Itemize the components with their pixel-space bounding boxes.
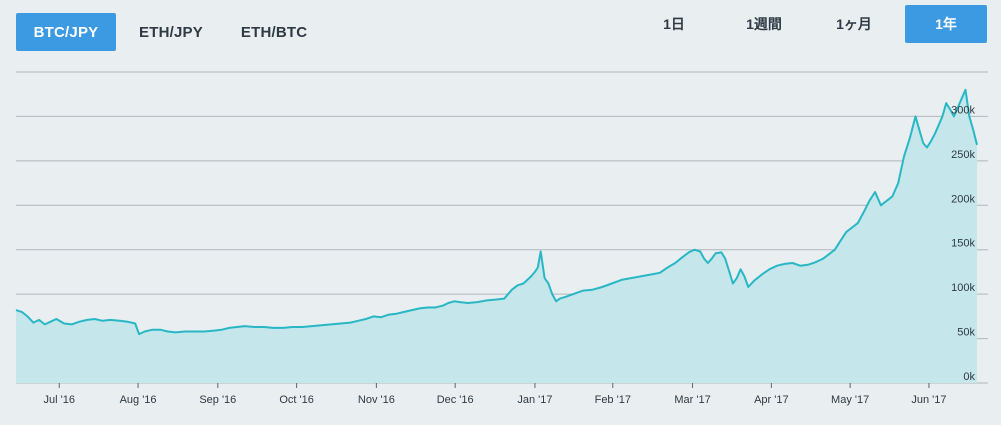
x-tick-label: Aug '16 <box>120 394 157 406</box>
y-tick-label: 250k <box>951 149 975 161</box>
x-tick-label: Nov '16 <box>358 394 395 406</box>
x-axis-ticks: Jul '16 Aug '16 Sep '16 Oct '16 Nov '16 Dec '… <box>44 383 947 406</box>
y-tick-label: 300k <box>951 104 975 116</box>
x-tick-label: Jan '17 <box>517 394 552 406</box>
price-area <box>16 89 977 384</box>
x-tick-label: May '17 <box>831 394 869 406</box>
y-axis-ticks: 0k 50k 100k 150k 200k 250k 300k <box>951 104 975 383</box>
pair-tabs: BTC/JPY ETH/JPY ETH/BTC <box>16 13 322 51</box>
pair-tab-eth-jpy[interactable]: ETH/JPY <box>139 23 203 41</box>
pair-tab-btc-jpy[interactable]: BTC/JPY <box>16 13 116 51</box>
x-tick-label: Feb '17 <box>595 394 631 406</box>
x-tick-label: Jul '16 <box>44 394 75 406</box>
range-tab-1w[interactable]: 1週間 <box>746 16 782 32</box>
y-tick-label: 100k <box>951 282 975 294</box>
x-tick-label: Oct '16 <box>279 394 314 406</box>
y-tick-label: 0k <box>963 371 975 383</box>
range-tab-1d[interactable]: 1日 <box>663 16 685 32</box>
price-line <box>15 88 978 336</box>
range-tab-1y[interactable]: 1年 <box>905 5 987 43</box>
x-tick-label: Mar '17 <box>674 394 710 406</box>
price-series-line <box>15 88 978 336</box>
range-tabs: 1日 1週間 1ヶ月 1年 <box>629 5 987 43</box>
x-tick-label: Dec '16 <box>437 394 474 406</box>
range-tab-1m[interactable]: 1ヶ月 <box>836 16 872 32</box>
x-tick-label: Jun '17 <box>911 394 946 406</box>
pair-tab-eth-btc[interactable]: ETH/BTC <box>240 23 308 41</box>
y-tick-label: 50k <box>957 327 975 339</box>
y-tick-label: 150k <box>951 238 975 250</box>
x-tick-label: Apr '17 <box>754 394 789 406</box>
x-tick-label: Sep '16 <box>199 394 236 406</box>
price-area-fill <box>16 89 977 384</box>
y-tick-label: 200k <box>951 193 975 205</box>
